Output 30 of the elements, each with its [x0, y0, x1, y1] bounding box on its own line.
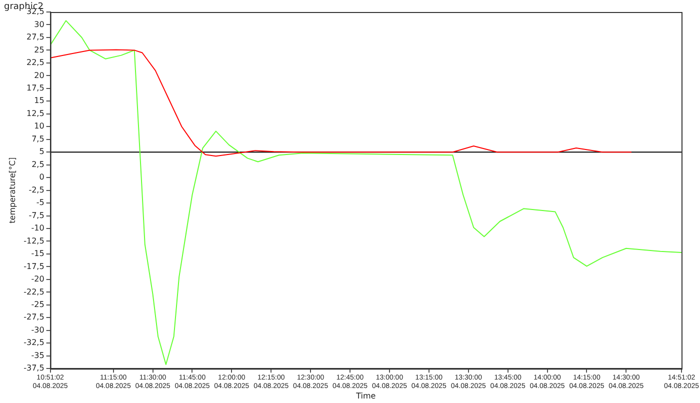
y-tick-label: 7,5 [32, 134, 44, 144]
y-tick-label: -17,5 [24, 262, 44, 271]
y-tick-label: 30 [34, 20, 44, 29]
y-tick-label: -15 [31, 249, 44, 258]
y-tick-label: -22,5 [24, 287, 44, 296]
y-tick-label: -30 [31, 325, 44, 334]
y-tick-label: 10 [34, 122, 44, 131]
y-tick-label: -37,5 [24, 364, 44, 373]
y-tick-label: -32,5 [24, 338, 44, 348]
y-tick-label: -12,5 [24, 236, 44, 246]
y-tick-label: 25 [34, 45, 44, 54]
y-tick-label: 5 [39, 147, 44, 156]
y-tick-label: 27,5 [26, 32, 44, 42]
y-tick-label: -25 [31, 300, 44, 309]
y-tick-label: 22,5 [26, 58, 44, 68]
y-tick-label: -5 [36, 198, 44, 208]
y-tick-label: -2,5 [28, 185, 44, 194]
y-tick-label: 20 [34, 70, 44, 80]
y-tick-label: 2,5 [32, 160, 44, 169]
y-tick-label: -10 [31, 224, 44, 233]
y-tick-label: 0 [39, 172, 44, 182]
y-tick-label: -7,5 [28, 210, 44, 220]
y-axis-title: temperature[°C] [8, 157, 17, 224]
x-axis-title: Time [355, 391, 376, 400]
y-tick-label: 15 [34, 96, 44, 106]
y-tick-label: 17,5 [26, 83, 44, 92]
y-tick-label: 12,5 [26, 108, 44, 118]
y-tick-label: -27,5 [24, 312, 44, 322]
y-tick-label: -20 [31, 274, 44, 284]
y-tick-label: -35 [31, 350, 44, 360]
